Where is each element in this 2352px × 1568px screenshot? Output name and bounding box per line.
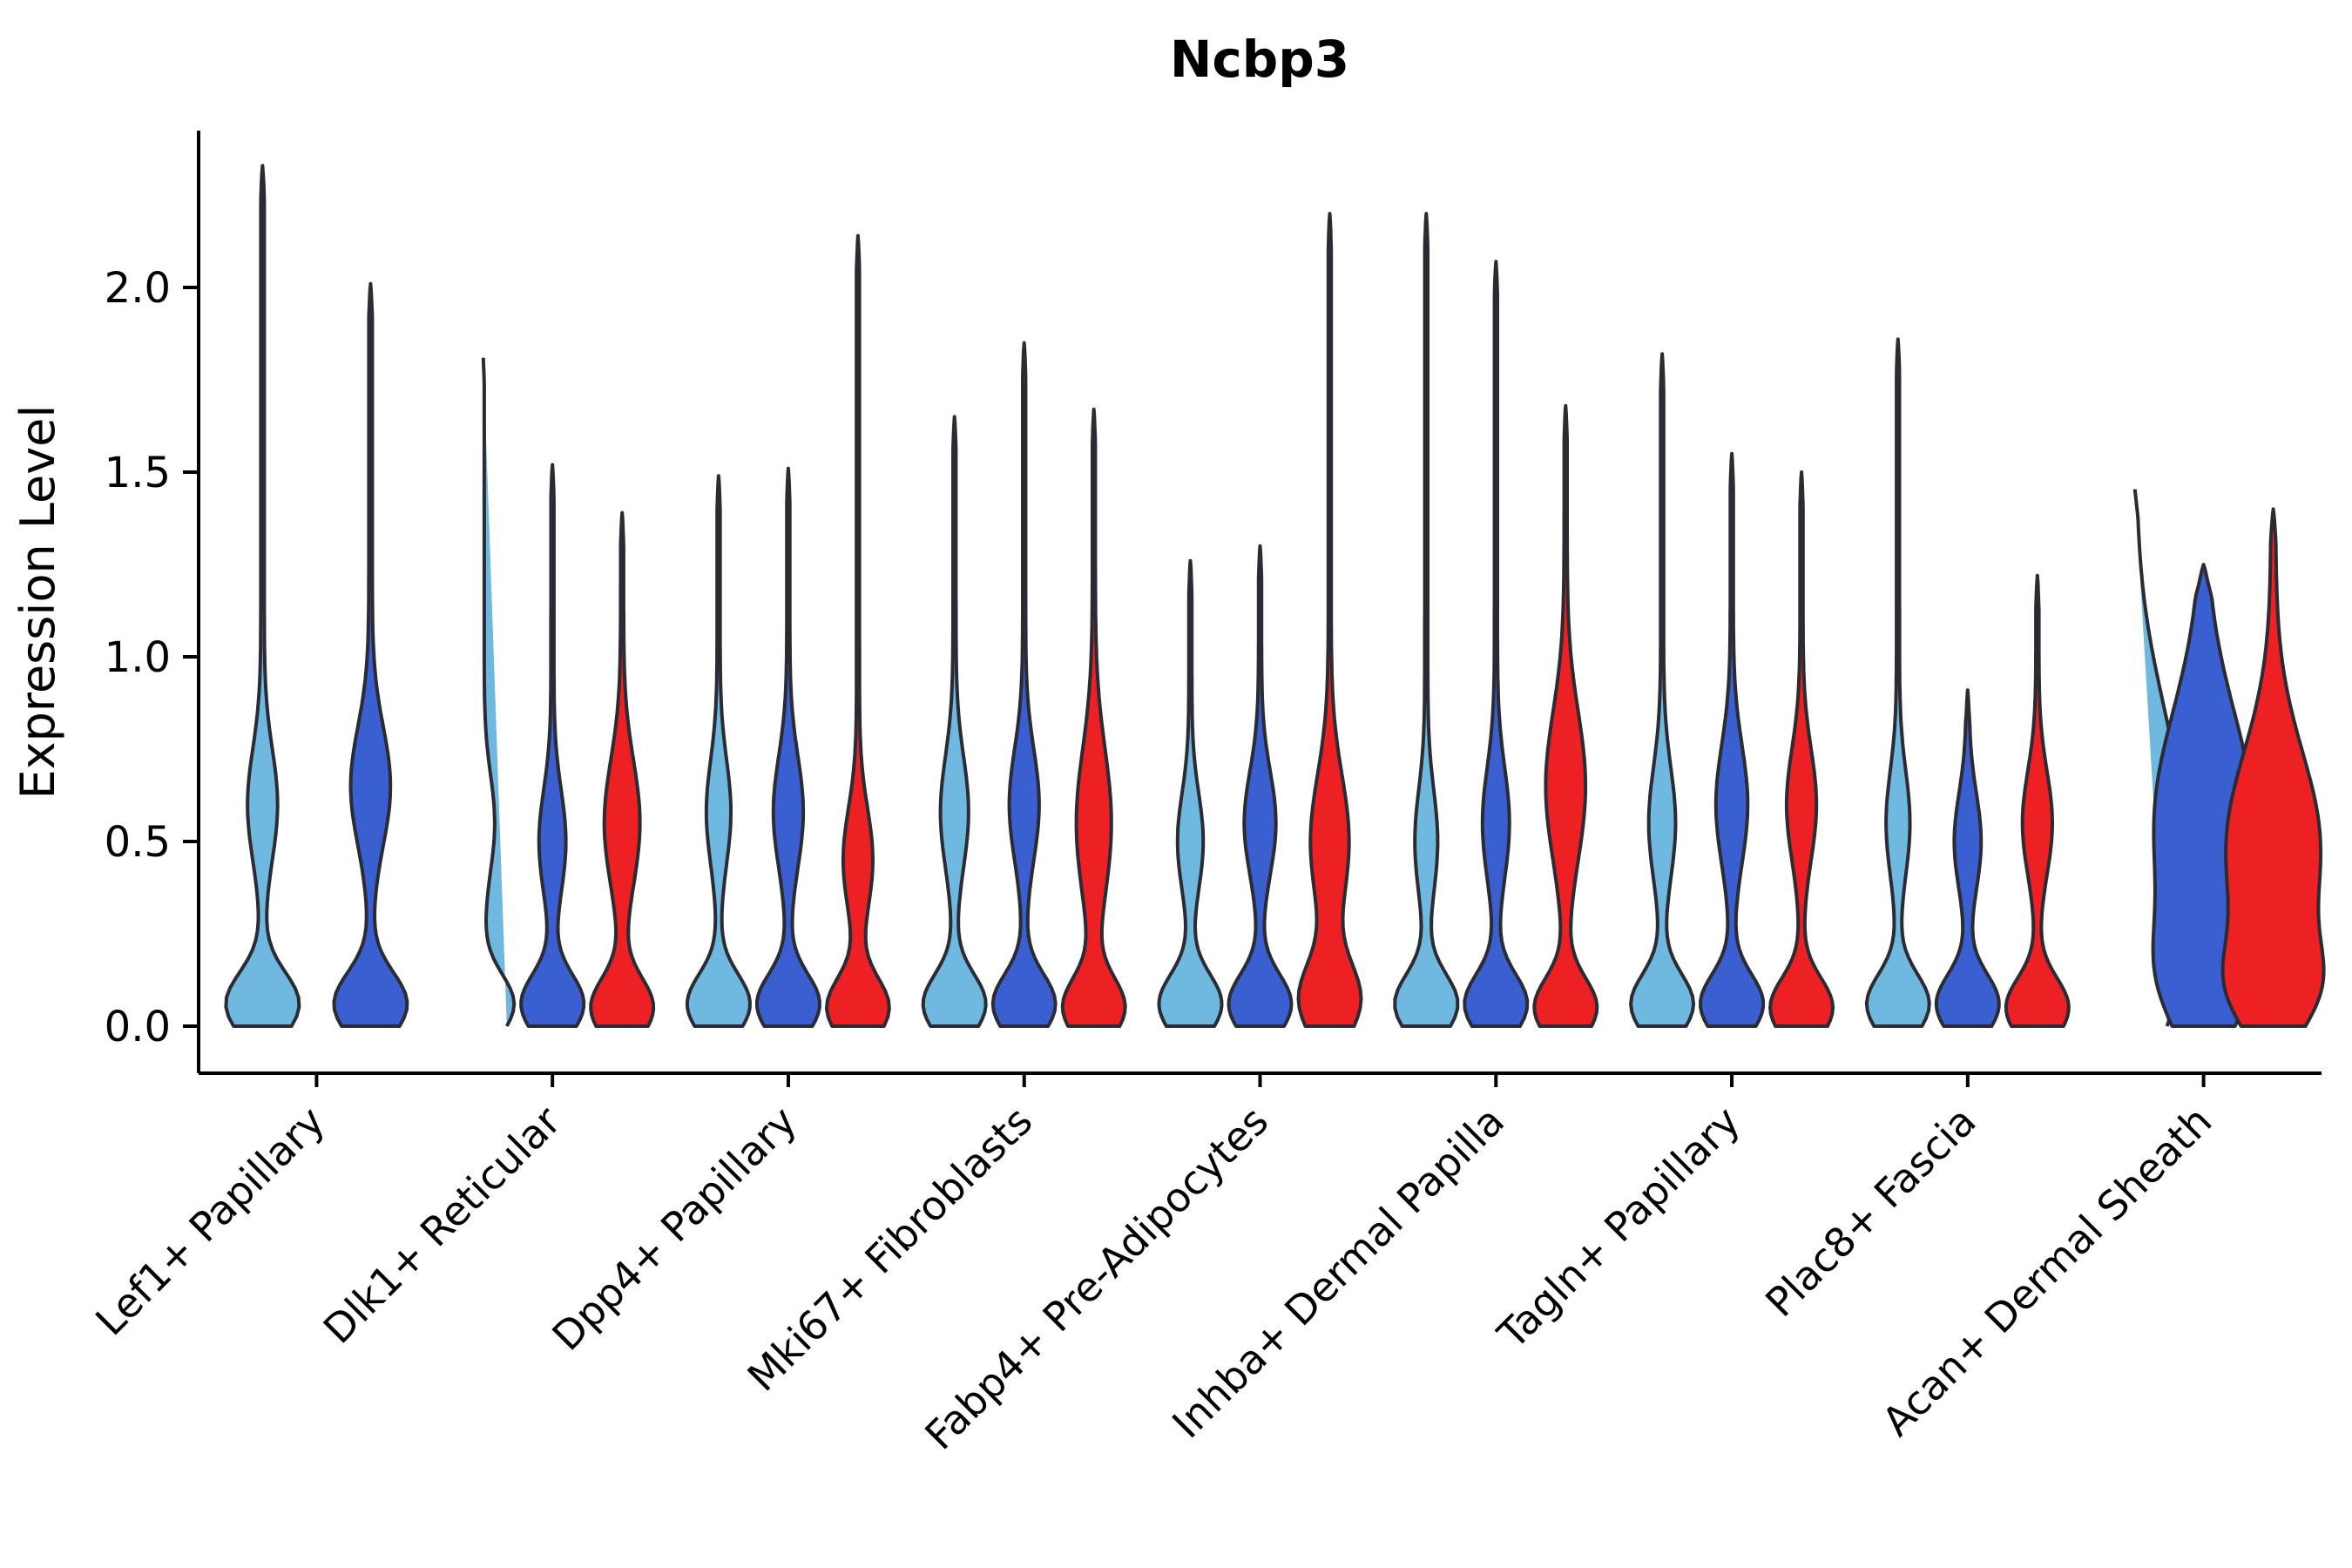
y-axis-tick-label: 1.0 bbox=[105, 633, 171, 682]
violin-skyblue bbox=[921, 415, 988, 1028]
violin-royalblue bbox=[332, 281, 409, 1028]
x-axis-label: Dlk1+ Reticular bbox=[314, 1098, 570, 1353]
x-axis-label: Dpp4+ Papillary bbox=[544, 1098, 806, 1360]
violin-red bbox=[2220, 507, 2326, 1028]
y-axis-tick-label: 0.5 bbox=[105, 818, 171, 867]
violin-red bbox=[824, 233, 891, 1028]
violin-red bbox=[1532, 403, 1599, 1028]
y-axis-tick-label: 2.0 bbox=[105, 264, 171, 313]
y-axis-label: Expression Level bbox=[10, 405, 65, 800]
violin-royalblue bbox=[1934, 688, 2001, 1028]
y-axis-tick-label: 0.0 bbox=[105, 1003, 171, 1051]
violin-royalblue bbox=[990, 341, 1058, 1028]
x-axis-label: Tagln+ Papillary bbox=[1488, 1098, 1749, 1359]
violin-skyblue bbox=[224, 164, 301, 1028]
violin-red bbox=[2004, 573, 2071, 1028]
violin-royalblue bbox=[1463, 260, 1530, 1028]
violin-red bbox=[1768, 470, 1835, 1028]
chart-title: Ncbp3 bbox=[1170, 30, 1349, 89]
violin-skyblue bbox=[685, 474, 752, 1028]
violin-red bbox=[1060, 407, 1127, 1028]
violin-royalblue bbox=[519, 463, 586, 1028]
violin-skyblue bbox=[481, 357, 517, 1027]
violin-skyblue bbox=[1864, 337, 1931, 1028]
violin-royalblue bbox=[754, 466, 821, 1028]
violin-skyblue bbox=[1393, 212, 1460, 1028]
violin-royalblue bbox=[1699, 451, 1766, 1028]
violin-skyblue bbox=[1157, 558, 1224, 1028]
x-axis-label: Lef1+ Papillary bbox=[86, 1098, 334, 1345]
violin-royalblue bbox=[1227, 544, 1294, 1028]
violin-skyblue bbox=[1629, 352, 1696, 1028]
violin-red bbox=[1296, 212, 1363, 1028]
violin-red bbox=[589, 510, 656, 1028]
x-axis-label: Plac8+ Fascia bbox=[1756, 1098, 1984, 1326]
y-axis-tick-label: 1.5 bbox=[105, 449, 171, 497]
